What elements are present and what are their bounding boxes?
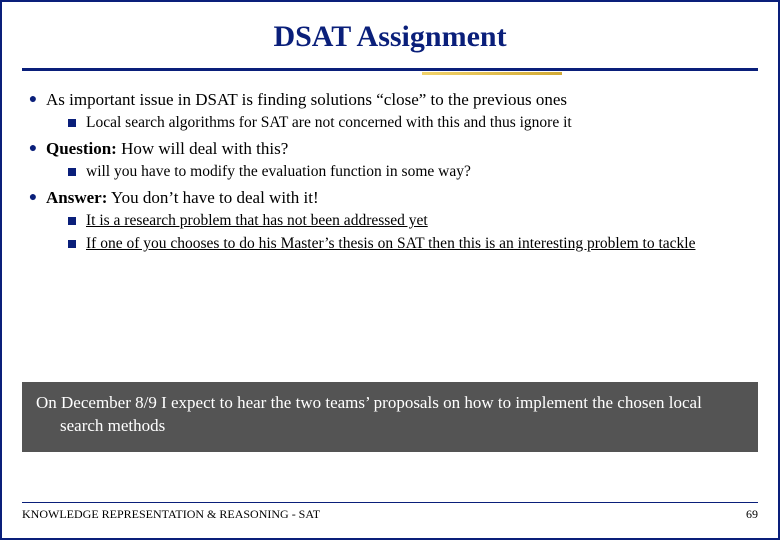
bullet-square-icon xyxy=(68,234,78,254)
bullet-3-sub-2-text: If one of you chooses to do his Master’s… xyxy=(86,234,752,254)
bullet-square-icon xyxy=(68,113,78,133)
bullet-3: ● Answer: You don’t have to deal with it… xyxy=(28,187,752,209)
bullet-2-sub-1-text: will you have to modify the evaluation f… xyxy=(86,162,752,182)
bullet-square-icon xyxy=(68,162,78,182)
bullet-1-sub-1-text: Local search algorithms for SAT are not … xyxy=(86,113,752,133)
bullet-3-label: Answer: xyxy=(46,188,107,207)
bullet-dot-icon: ● xyxy=(28,138,38,160)
bullet-1: ● As important issue in DSAT is finding … xyxy=(28,89,752,111)
callout-text: On December 8/9 I expect to hear the two… xyxy=(36,393,702,435)
bullet-2-label: Question: xyxy=(46,139,117,158)
slide: DSAT Assignment ● As important issue in … xyxy=(0,0,780,540)
footer-left: KNOWLEDGE REPRESENTATION & REASONING - S… xyxy=(22,507,320,522)
title-wrap: DSAT Assignment xyxy=(2,2,778,62)
bullet-1-sub-1: Local search algorithms for SAT are not … xyxy=(68,113,752,133)
page-number: 69 xyxy=(746,507,758,522)
bullet-3-sub-2: If one of you chooses to do his Master’s… xyxy=(68,234,752,254)
bullet-1-text: As important issue in DSAT is finding so… xyxy=(46,89,752,111)
callout-box: On December 8/9 I expect to hear the two… xyxy=(22,382,758,452)
divider xyxy=(2,68,778,75)
bullet-3-text: Answer: You don’t have to deal with it! xyxy=(46,187,752,209)
bullet-3-sub-1-text: It is a research problem that has not be… xyxy=(86,211,752,231)
content: ● As important issue in DSAT is finding … xyxy=(2,75,778,254)
divider-main xyxy=(22,68,758,71)
bullet-dot-icon: ● xyxy=(28,187,38,209)
bullet-square-icon xyxy=(68,211,78,231)
bullet-2-text: Question: How will deal with this? xyxy=(46,138,752,160)
slide-title: DSAT Assignment xyxy=(273,20,506,54)
bullet-2-rest: How will deal with this? xyxy=(117,139,288,158)
footer: KNOWLEDGE REPRESENTATION & REASONING - S… xyxy=(22,502,758,522)
bullet-2-sub-1: will you have to modify the evaluation f… xyxy=(68,162,752,182)
bullet-dot-icon: ● xyxy=(28,89,38,111)
bullet-3-rest: You don’t have to deal with it! xyxy=(107,188,318,207)
bullet-3-sub-1: It is a research problem that has not be… xyxy=(68,211,752,231)
bullet-2: ● Question: How will deal with this? xyxy=(28,138,752,160)
